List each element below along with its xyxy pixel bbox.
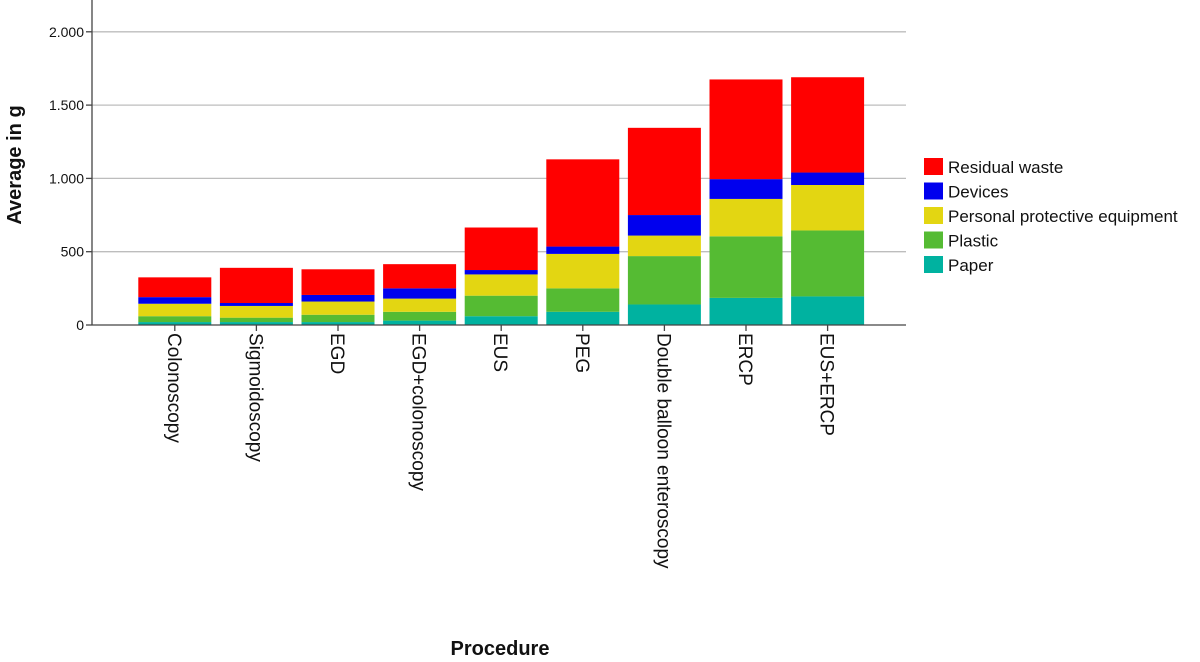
gridlines	[92, 31, 906, 253]
legend-swatch-devices	[924, 182, 943, 200]
bar-peg-personal-protective-equipment	[546, 253, 620, 289]
bar-sigmoidoscopy-personal-protective-equipment	[219, 305, 293, 318]
bar-eus-ercp-plastic	[791, 230, 865, 297]
legend-label-residual-waste: Residual waste	[948, 158, 1063, 177]
legend-label-devices: Devices	[948, 183, 1008, 202]
bar-egd-colonoscopy-residual-waste	[383, 264, 457, 289]
bar-sigmoidoscopy-paper	[219, 322, 293, 325]
bar-colonoscopy-paper	[138, 322, 212, 325]
bar-ercp-paper	[709, 297, 783, 325]
legend: Residual waste Devices Personal protective…	[924, 158, 1178, 275]
bar-peg-residual-waste	[546, 159, 620, 247]
bar-egd-devices	[301, 294, 375, 302]
y-tick-label: 500	[61, 244, 85, 260]
bar-egd-paper	[301, 322, 375, 325]
bar-ercp-plastic	[709, 236, 783, 298]
bar-double-balloon-enteroscopy-paper	[627, 304, 701, 325]
bar-eus-ercp-personal-protective-equipment	[791, 184, 865, 231]
bar-double-balloon-enteroscopy-devices	[627, 215, 701, 236]
legend-swatch-residual-waste	[924, 158, 943, 175]
legend-swatch-plastic	[924, 231, 943, 249]
bar-ercp-personal-protective-equipment	[709, 198, 783, 237]
bar-eus-ercp-devices	[791, 172, 865, 185]
x-category-label: Double balloon enteroscopy	[652, 333, 673, 569]
axes	[86, 0, 906, 331]
x-category-label: EGD	[326, 333, 347, 374]
bar-eus-paper	[464, 316, 538, 325]
bar-sigmoidoscopy-residual-waste	[219, 267, 293, 304]
y-tick-label: 2.000	[49, 24, 84, 40]
y-axis-label: Average in g	[4, 105, 26, 224]
x-category-label: PEG	[571, 333, 592, 373]
x-category-label: EUS	[489, 333, 510, 372]
x-category-label: ERCP	[734, 333, 755, 386]
bar-egd-colonoscopy-paper	[383, 320, 457, 325]
bars	[138, 77, 865, 325]
y-tick-label: 1.500	[49, 97, 84, 113]
bar-double-balloon-enteroscopy-residual-waste	[627, 127, 701, 216]
bar-colonoscopy-plastic	[138, 316, 212, 323]
bar-peg-paper	[546, 311, 620, 325]
bar-egd-colonoscopy-devices	[383, 288, 457, 299]
bar-ercp-residual-waste	[709, 79, 783, 180]
legend-swatch-personal-protective-equipment	[924, 207, 943, 224]
bar-double-balloon-enteroscopy-personal-protective-equipment	[627, 235, 701, 257]
bar-colonoscopy-personal-protective-equipment	[138, 303, 212, 317]
legend-label-personal-protective-equipment: Personal protective equipment	[948, 207, 1178, 226]
bar-egd-personal-protective-equipment	[301, 301, 375, 315]
x-category-label: Sigmoidoscopy	[244, 333, 265, 462]
bar-eus-ercp-residual-waste	[791, 77, 865, 173]
x-category-label: EGD+colonoscopy	[408, 333, 429, 491]
legend-swatch-paper	[924, 256, 943, 273]
legend-label-paper: Paper	[948, 256, 994, 275]
legend-label-plastic: Plastic	[948, 232, 999, 251]
bar-eus-residual-waste	[464, 227, 538, 271]
bar-colonoscopy-residual-waste	[138, 277, 212, 298]
x-category-label: Colonoscopy	[163, 333, 184, 443]
bar-peg-plastic	[546, 288, 620, 312]
y-tick-labels: 0 500 1.000 1.500 2.000	[49, 24, 84, 333]
bar-eus-plastic	[464, 295, 538, 317]
bar-eus-devices	[464, 270, 538, 275]
bar-egd-plastic	[301, 314, 375, 323]
bar-peg-devices	[546, 246, 620, 254]
bar-sigmoidoscopy-devices	[219, 303, 293, 306]
y-tick-label: 0	[76, 317, 84, 333]
bar-eus-ercp-paper	[791, 296, 865, 325]
x-category-label: EUS+ERCP	[816, 333, 837, 436]
bar-egd-colonoscopy-plastic	[383, 311, 457, 321]
bar-egd-colonoscopy-personal-protective-equipment	[383, 298, 457, 312]
bar-ercp-devices	[709, 179, 783, 199]
bar-eus-personal-protective-equipment	[464, 274, 538, 296]
bar-double-balloon-enteroscopy-plastic	[627, 256, 701, 305]
x-category-labels: Colonoscopy Sigmoidoscopy EGD EGD+colonosco…	[163, 333, 837, 569]
bar-colonoscopy-devices	[138, 297, 212, 304]
bar-sigmoidoscopy-plastic	[219, 317, 293, 323]
bar-egd-residual-waste	[301, 269, 375, 295]
y-tick-label: 1.000	[49, 170, 84, 186]
x-axis-label: Procedure	[451, 638, 550, 660]
